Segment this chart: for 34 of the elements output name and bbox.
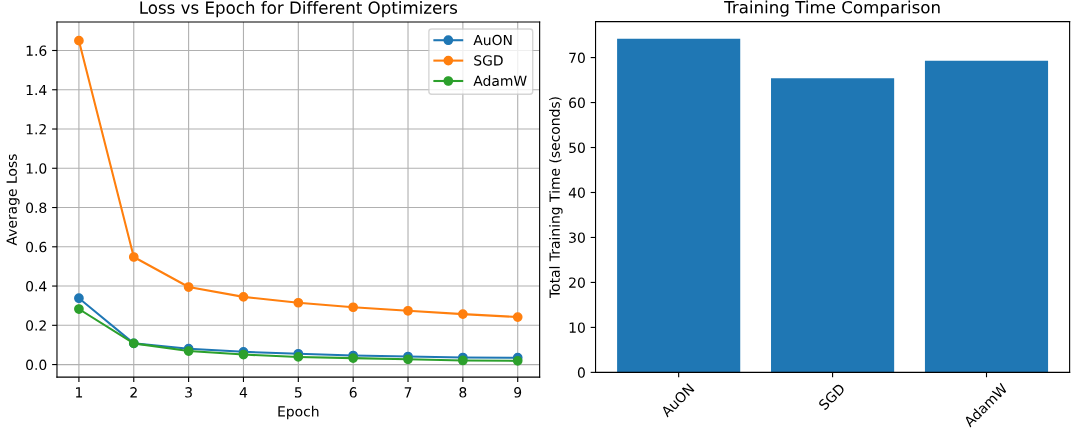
x-tick-label: 6 [349, 387, 357, 398]
x-tick-label: 5 [294, 387, 302, 398]
chart-title: Loss vs Epoch for Different Optimizers [140, 1, 458, 18]
y-tick-label: 1.0 [26, 163, 47, 174]
x-axis-title: Epoch [278, 405, 319, 420]
y-tick-label: 0.4 [26, 281, 47, 292]
y-tick-label: 0 [577, 367, 585, 378]
chart-title: Training Time Comparison [724, 0, 940, 17]
y-tick-label: 0.0 [26, 359, 47, 371]
y-tick-label: 0.8 [26, 202, 47, 214]
x-tick-label: 2 [130, 387, 137, 398]
y-tick-label: 1.2 [26, 123, 46, 135]
y-tick-label: 0.6 [26, 241, 47, 253]
x-tick-label: 8 [459, 387, 467, 398]
y-tick-label: 50 [569, 142, 585, 153]
legend-label: AdamW [473, 75, 527, 87]
y-tick-label: 1.6 [26, 45, 47, 56]
y-tick-label: 30 [569, 232, 585, 243]
y-tick-label: 20 [569, 277, 585, 288]
y-tick-label: 1.4 [26, 84, 47, 96]
y-axis-title: Total Training Time (seconds) [549, 97, 563, 299]
legend-label: SGD [474, 55, 503, 66]
y-tick-label: 10 [569, 322, 585, 333]
y-tick-label: 70 [569, 52, 585, 64]
y-tick-label: 0.2 [26, 320, 46, 331]
y-tick-label: 60 [569, 97, 585, 109]
x-tick-label: 7 [404, 387, 412, 398]
y-tick-label: 40 [568, 187, 585, 198]
y-axis-title: Average Loss [6, 154, 20, 246]
legend-label: AuON [473, 34, 512, 46]
x-tick-label: 1 [76, 387, 83, 398]
x-tick-label: 3 [185, 387, 192, 398]
x-tick-label: 4 [239, 387, 248, 398]
x-tick-label: 9 [514, 387, 522, 398]
